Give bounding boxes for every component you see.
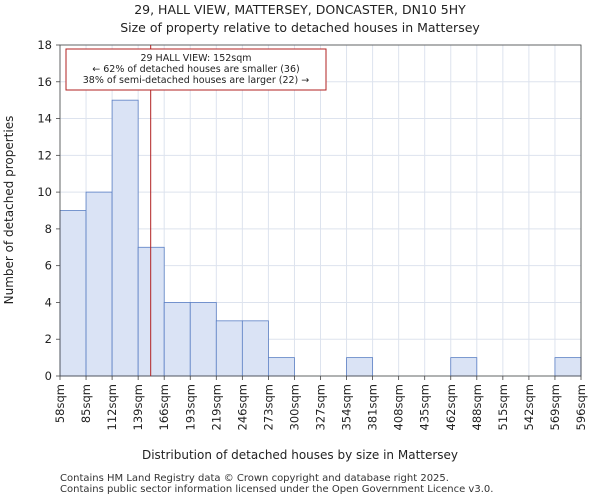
y-tick-label: 0	[45, 369, 52, 383]
histogram-bar	[554, 357, 582, 377]
y-tick-label: 10	[37, 185, 52, 199]
x-tick-label: 58sqm	[53, 384, 67, 423]
chart-title: 29, HALL VIEW, MATTERSEY, DONCASTER, DN1…	[134, 2, 466, 17]
histogram-bar	[59, 210, 87, 377]
x-tick-label: 381sqm	[366, 384, 380, 430]
histogram-bar	[163, 302, 191, 377]
x-tick-label: 515sqm	[496, 384, 510, 430]
y-tick-label: 18	[37, 38, 52, 52]
bar-series	[59, 99, 582, 377]
x-tick-label: 569sqm	[548, 384, 562, 430]
x-tick-label: 354sqm	[340, 384, 354, 430]
y-tick-label: 4	[45, 295, 52, 309]
annotation-line-3: 38% of semi-detached houses are larger (…	[83, 75, 310, 86]
footer-line-2: Contains public sector information licen…	[60, 484, 494, 495]
x-tick-label: 300sqm	[287, 384, 301, 430]
histogram-bar	[346, 357, 373, 377]
y-axis-label: Number of detached properties	[2, 116, 16, 305]
chart-subtitle: Size of property relative to detached ho…	[120, 20, 480, 35]
y-tick-label: 8	[45, 222, 52, 236]
y-tick-label: 12	[37, 148, 52, 162]
annotation-line-2: ← 62% of detached houses are smaller (36…	[92, 64, 299, 75]
histogram-bar	[189, 302, 217, 377]
x-tick-label: 139sqm	[131, 384, 145, 430]
footer-line-1: Contains HM Land Registry data © Crown c…	[60, 473, 449, 484]
x-axis-label: Distribution of detached houses by size …	[142, 448, 458, 462]
y-tick-label: 16	[37, 75, 52, 89]
x-tick-label: 435sqm	[418, 384, 432, 430]
y-tick-label: 2	[45, 332, 52, 346]
y-axis-ticks: 0 2 4 6 8 10 12 14 16 18	[37, 38, 60, 383]
x-tick-label: 246sqm	[235, 384, 249, 430]
histogram-bar	[450, 357, 478, 377]
x-tick-label: 219sqm	[209, 384, 223, 430]
y-tick-label: 6	[45, 259, 52, 273]
histogram-bar	[85, 191, 113, 377]
x-tick-label: 327sqm	[314, 384, 328, 430]
x-tick-label: 408sqm	[392, 384, 406, 430]
x-tick-label: 596sqm	[574, 384, 588, 430]
histogram-bar	[215, 320, 243, 377]
histogram-bar	[267, 357, 295, 377]
x-tick-label: 462sqm	[444, 384, 458, 430]
histogram-bar	[111, 99, 139, 377]
x-tick-label: 542sqm	[522, 384, 536, 430]
x-tick-label: 112sqm	[105, 384, 119, 430]
x-tick-label: 85sqm	[79, 384, 93, 423]
x-tick-label: 166sqm	[157, 384, 171, 430]
footer-notice: Contains HM Land Registry data © Crown c…	[60, 473, 493, 495]
histogram-bar	[241, 320, 269, 377]
annotation-line-1: 29 HALL VIEW: 152sqm	[140, 53, 251, 64]
x-axis-ticks: 58sqm 85sqm 112sqm 139sqm 166sqm 193sqm 219sqm…	[53, 376, 588, 430]
x-tick-label: 193sqm	[183, 384, 197, 430]
annotation-frame	[65, 48, 327, 91]
x-tick-label: 273sqm	[261, 384, 275, 430]
y-tick-label: 14	[37, 112, 52, 126]
x-tick-label: 488sqm	[470, 384, 484, 430]
annotation-box: 29 HALL VIEW: 152sqm ← 62% of detached h…	[65, 48, 327, 91]
